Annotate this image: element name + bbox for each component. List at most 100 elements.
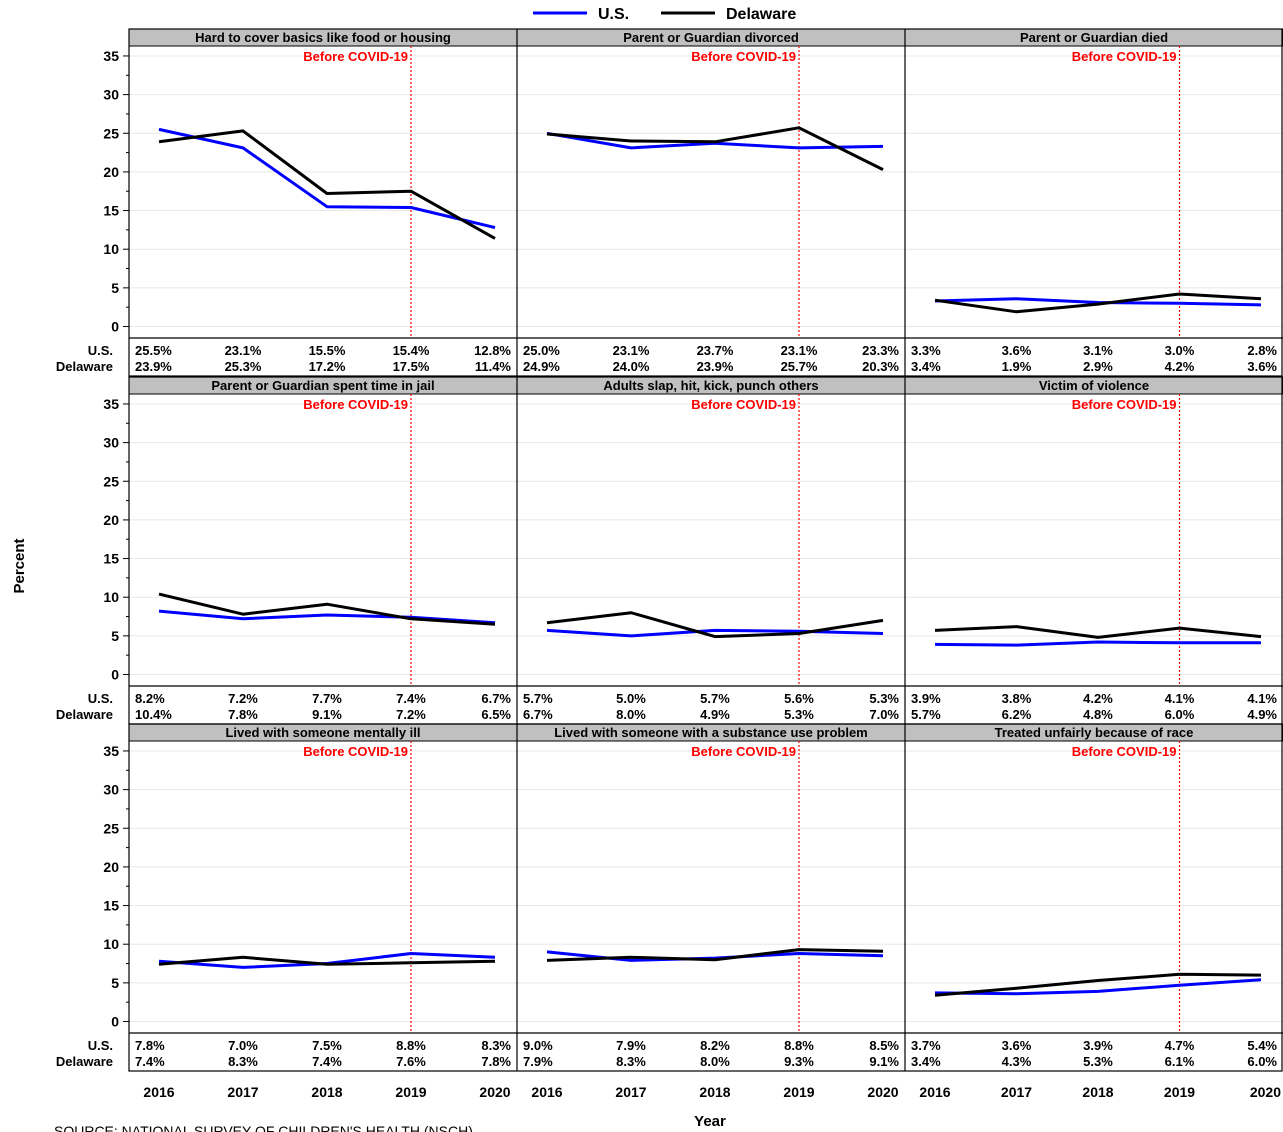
x-tick-label: 2018 (699, 1084, 730, 1100)
table-value-delaware: 4.9% (1247, 707, 1277, 722)
table-value-delaware: 4.8% (1083, 707, 1113, 722)
panel-title: Lived with someone with a substance use … (554, 725, 868, 740)
table-value-us: 23.3% (862, 343, 899, 358)
table-value-delaware: 8.0% (616, 707, 646, 722)
y-tick-label: 35 (103, 48, 119, 64)
table-value-delaware: 24.9% (523, 359, 560, 374)
x-tick-label: 2020 (479, 1084, 510, 1100)
panel-title: Parent or Guardian spent time in jail (211, 378, 434, 393)
y-tick-label: 30 (103, 782, 119, 798)
y-tick-label: 15 (103, 898, 119, 914)
table-value-delaware: 5.7% (911, 707, 941, 722)
x-tick-label: 2018 (311, 1084, 342, 1100)
table-value-delaware: 5.3% (1083, 1054, 1113, 1069)
table-value-us: 9.0% (523, 1038, 553, 1053)
table-value-us: 3.8% (1002, 691, 1032, 706)
panel-title: Parent or Guardian died (1020, 30, 1168, 45)
table-value-us: 7.0% (228, 1038, 258, 1053)
series-line-delaware (158, 129, 496, 240)
table-value-delaware: 17.2% (309, 359, 346, 374)
series-line-us (546, 628, 884, 638)
y-tick-label: 5 (111, 628, 119, 644)
table-value-us: 5.3% (869, 691, 899, 706)
y-tick-label: 20 (103, 164, 119, 180)
table-row-label-delaware: Delaware (56, 707, 113, 722)
table-value-us: 8.8% (784, 1038, 814, 1053)
series-line-us (158, 609, 496, 625)
table-value-us: 23.1% (781, 343, 818, 358)
y-tick-label: 35 (103, 396, 119, 412)
covid-marker-label: Before COVID-19 (1072, 744, 1177, 759)
table-value-us: 3.0% (1165, 343, 1195, 358)
table-row-label-us: U.S. (88, 691, 113, 706)
table-value-delaware: 9.1% (312, 707, 342, 722)
table-value-delaware: 8.3% (616, 1054, 646, 1069)
table-value-delaware: 17.5% (393, 359, 430, 374)
table-value-delaware: 7.2% (396, 707, 426, 722)
table-value-us: 15.4% (393, 343, 430, 358)
x-tick-label: 2016 (531, 1084, 562, 1100)
series-line-delaware (934, 292, 1262, 314)
table-value-us: 8.3% (481, 1038, 511, 1053)
series-line-us (934, 297, 1262, 307)
table-value-delaware: 20.3% (862, 359, 899, 374)
series-line-delaware (158, 592, 496, 626)
table-value-delaware: 7.4% (135, 1054, 165, 1069)
legend-label-us: U.S. (598, 6, 629, 23)
covid-marker-label: Before COVID-19 (1072, 49, 1177, 64)
table-value-us: 5.7% (523, 691, 553, 706)
table-value-delaware: 11.4% (475, 359, 512, 374)
table-value-delaware: 6.7% (523, 707, 553, 722)
table-value-us: 25.0% (523, 343, 560, 358)
table-value-us: 12.8% (474, 343, 511, 358)
covid-marker-label: Before COVID-19 (303, 49, 408, 64)
x-tick-label: 2017 (1001, 1084, 1032, 1100)
table-value-us: 5.7% (700, 691, 730, 706)
x-tick-label: 2017 (615, 1084, 646, 1100)
table-value-delaware: 3.6% (1247, 359, 1277, 374)
table-value-us: 8.2% (135, 691, 165, 706)
table-row-label-delaware: Delaware (56, 359, 113, 374)
y-tick-label: 0 (111, 319, 119, 335)
y-tick-label: 5 (111, 975, 119, 991)
series-line-delaware (158, 955, 496, 966)
table-value-delaware: 25.7% (781, 359, 818, 374)
series-line-delaware (934, 972, 1262, 997)
table-value-us: 7.7% (312, 691, 342, 706)
table-value-delaware: 4.2% (1165, 359, 1195, 374)
table-value-delaware: 25.3% (225, 359, 262, 374)
table-value-us: 15.5% (309, 343, 346, 358)
covid-marker-label: Before COVID-19 (691, 744, 796, 759)
x-tick-label: 2020 (867, 1084, 898, 1100)
x-tick-label: 2019 (1164, 1084, 1195, 1100)
y-tick-label: 0 (111, 667, 119, 683)
table-value-delaware: 6.0% (1247, 1054, 1277, 1069)
table-value-delaware: 6.0% (1165, 707, 1195, 722)
table-value-delaware: 7.4% (312, 1054, 342, 1069)
table-value-delaware: 23.9% (135, 359, 172, 374)
y-axis-title: Percent (11, 538, 28, 593)
table-value-us: 25.5% (135, 343, 172, 358)
series-line-us (158, 127, 496, 230)
covid-marker-label: Before COVID-19 (691, 49, 796, 64)
x-axis-title: Year (694, 1113, 726, 1130)
table-value-us: 7.8% (135, 1038, 165, 1053)
y-tick-label: 15 (103, 203, 119, 219)
table-value-delaware: 8.0% (700, 1054, 730, 1069)
table-value-delaware: 8.3% (228, 1054, 258, 1069)
table-value-us: 8.8% (396, 1038, 426, 1053)
x-tick-label: 2019 (395, 1084, 426, 1100)
table-value-delaware: 7.8% (228, 707, 258, 722)
panel-title: Parent or Guardian divorced (623, 30, 799, 45)
panel-title: Lived with someone mentally ill (225, 725, 420, 740)
table-value-us: 23.7% (697, 343, 734, 358)
y-tick-label: 25 (103, 125, 119, 141)
table-value-delaware: 23.9% (697, 359, 734, 374)
table-value-delaware: 6.1% (1165, 1054, 1195, 1069)
table-value-us: 3.1% (1083, 343, 1113, 358)
y-tick-label: 5 (111, 280, 119, 296)
series-line-us (934, 978, 1262, 996)
table-value-us: 6.7% (481, 691, 511, 706)
table-value-us: 3.6% (1002, 343, 1032, 358)
